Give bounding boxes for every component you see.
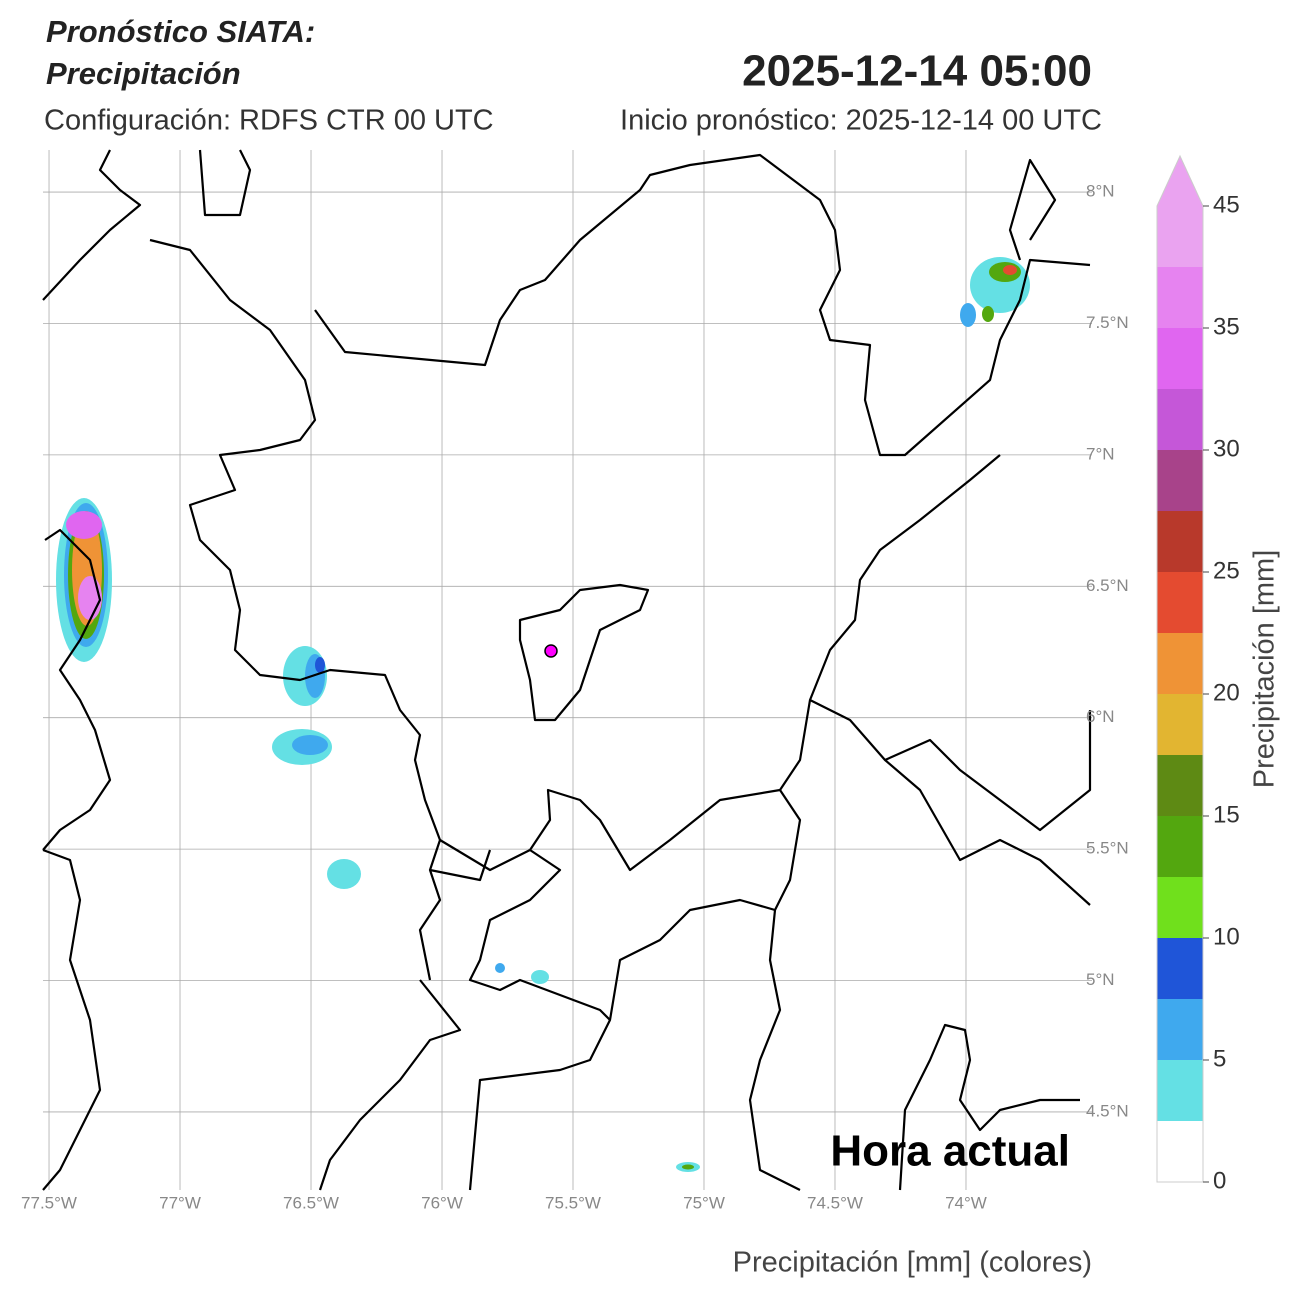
colorbar-tick-label: 35 <box>1213 313 1240 340</box>
axes: 77.5°W 77°W 76.5°W 76°W 75.5°W 75°W 74.5°W 74°W… <box>21 182 1129 1213</box>
forecast-date: 2025-12-14 05:00 <box>742 47 1092 96</box>
colorbar-tick-label: 10 <box>1213 923 1240 950</box>
title-line: Precipitación <box>46 56 241 91</box>
colorbar-segment <box>1157 999 1203 1060</box>
colorbar-segment <box>1157 572 1203 633</box>
city-marker <box>544 644 558 658</box>
x-tick-label: 74°W <box>945 1193 987 1212</box>
x-tick-label: 76.5°W <box>283 1193 339 1212</box>
grid <box>43 150 1092 1190</box>
x-tick-label: 76°W <box>421 1193 463 1212</box>
colorbar-segment <box>1157 206 1203 267</box>
start-text: Inicio pronóstico: 2025-12-14 00 UTC <box>620 105 1102 137</box>
colorbar-segment <box>1157 389 1203 450</box>
y-tick-label: 7°N <box>1086 444 1115 463</box>
colorbar-segment <box>1157 1060 1203 1121</box>
colorbar-segment <box>1157 450 1203 511</box>
colorbar-segment <box>1157 816 1203 877</box>
y-tick-label: 4.5°N <box>1086 1101 1129 1120</box>
colorbar-tick-label: 5 <box>1213 1045 1226 1072</box>
precip-areas <box>56 257 1030 1172</box>
colorbar-tick-label: 25 <box>1213 557 1240 584</box>
x-tick-label: 74.5°W <box>807 1193 863 1212</box>
colorbar-tick-label: 0 <box>1213 1167 1226 1194</box>
colorbar-tick-label: 45 <box>1213 191 1240 218</box>
colorbar-segment <box>1157 755 1203 816</box>
x-tick-label: 77.5°W <box>21 1193 77 1212</box>
y-tick-label: 6°N <box>1086 707 1115 726</box>
title-line: Pronóstico SIATA: <box>46 14 315 49</box>
annotation: Hora actual <box>830 1127 1070 1176</box>
colorbar: 0 5 10 15 20 25 30 35 45 <box>1156 154 1240 1194</box>
y-tick-label: 7.5°N <box>1086 313 1129 332</box>
y-tick-label: 6.5°N <box>1086 576 1129 595</box>
colorbar-label: Precipitación [mm] <box>1249 550 1281 789</box>
colorbar-segment <box>1157 938 1203 999</box>
x-tick-label: 75.5°W <box>545 1193 601 1212</box>
y-tick-label: 5.5°N <box>1086 839 1129 858</box>
x-tick-label: 75°W <box>683 1193 725 1212</box>
y-tick-label: 8°N <box>1086 182 1115 201</box>
colorbar-segment <box>1157 328 1203 389</box>
boundaries <box>42 149 1092 1191</box>
colorbar-outline <box>1156 154 1204 1183</box>
colorbar-segment <box>1157 877 1203 938</box>
config-text: Configuración: RDFS CTR 00 UTC <box>44 105 494 137</box>
colorbar-segment <box>1157 1121 1203 1182</box>
y-tick-label: 5°N <box>1086 970 1115 989</box>
colorbar-tick-label: 20 <box>1213 679 1240 706</box>
x-tick-label: 77°W <box>159 1193 201 1212</box>
x-axis-label: Precipitación [mm] (colores) <box>733 1247 1092 1279</box>
colorbar-tick-label: 30 <box>1213 435 1240 462</box>
colorbar-tick-label: 15 <box>1213 801 1240 828</box>
colorbar-extend <box>1157 156 1203 206</box>
colorbar-segment <box>1157 267 1203 328</box>
colorbar-segment <box>1157 633 1203 694</box>
colorbar-segment <box>1157 511 1203 572</box>
colorbar-segment <box>1157 694 1203 755</box>
